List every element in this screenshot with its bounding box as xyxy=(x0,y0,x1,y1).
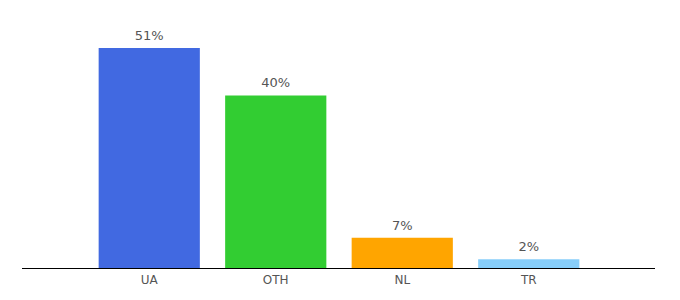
svg-text:NL: NL xyxy=(394,273,410,287)
svg-text:UA: UA xyxy=(141,273,159,287)
svg-text:TR: TR xyxy=(520,273,537,287)
svg-text:40%: 40% xyxy=(261,75,290,90)
svg-text:7%: 7% xyxy=(392,218,413,233)
svg-text:OTH: OTH xyxy=(263,273,289,287)
svg-text:2%: 2% xyxy=(518,239,539,254)
svg-text:51%: 51% xyxy=(135,28,164,43)
